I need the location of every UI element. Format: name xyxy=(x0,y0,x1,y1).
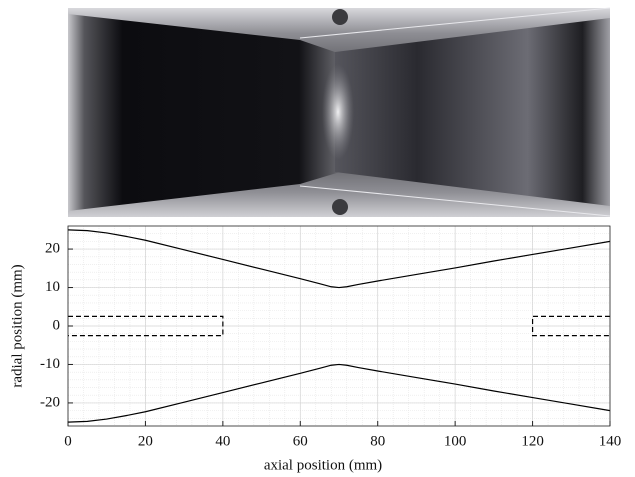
y-tick-label: 0 xyxy=(53,317,61,333)
series-line xyxy=(68,315,224,337)
photo-diverging xyxy=(335,18,610,206)
y-tick-label: -20 xyxy=(40,394,60,410)
plot-frame xyxy=(67,225,611,427)
x-tick-label: 140 xyxy=(599,433,622,449)
y-axis-label: radial position (mm) xyxy=(9,264,25,387)
y-tick-label: 20 xyxy=(45,241,60,257)
series-line xyxy=(67,229,611,289)
x-axis-label: axial position (mm) xyxy=(264,457,382,473)
x-tick-label: 100 xyxy=(444,433,467,449)
x-tick-label: 60 xyxy=(293,433,308,449)
x-tick-label: 20 xyxy=(138,433,153,449)
photo-converging xyxy=(68,14,340,211)
plot: 0 20 40 60 80 100 120 140 -20 -10 0 10 20 xyxy=(40,225,622,449)
photo-edge xyxy=(299,7,611,39)
x-tick-label: 0 xyxy=(64,433,72,449)
photo-edge xyxy=(299,185,611,217)
x-tick-label: 40 xyxy=(215,433,230,449)
photo-throat xyxy=(322,64,354,160)
series-line xyxy=(67,363,611,423)
y-tick-label: -10 xyxy=(40,356,60,372)
photo xyxy=(68,7,611,217)
x-tick-label: 120 xyxy=(521,433,544,449)
photo-hole xyxy=(332,9,348,25)
x-tick-label: 80 xyxy=(370,433,385,449)
y-tick-label: 10 xyxy=(45,279,60,295)
photo-hole xyxy=(332,199,348,215)
